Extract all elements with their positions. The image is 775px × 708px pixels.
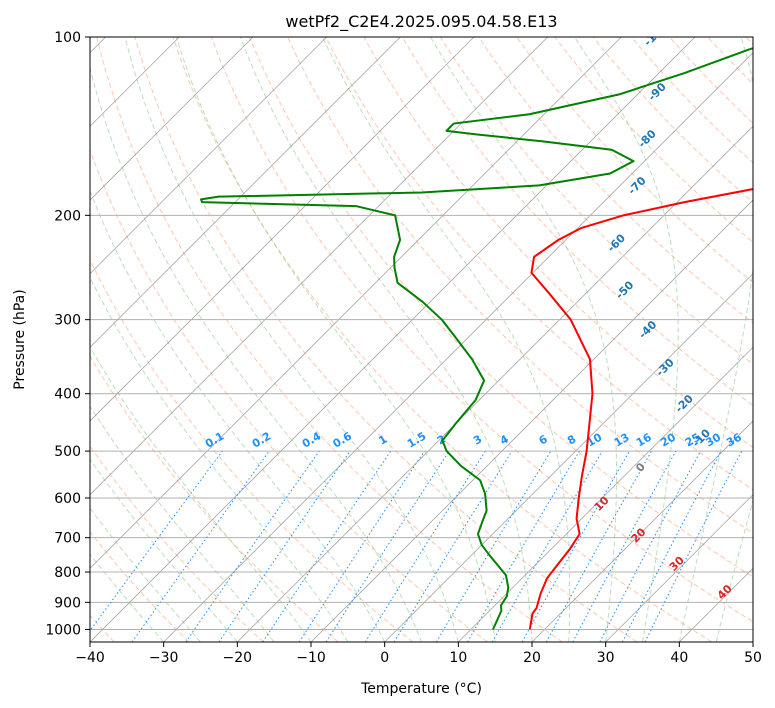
mixing-ratio-line bbox=[467, 450, 580, 642]
isotherm-line bbox=[531, 420, 753, 642]
dry-adiabat-line bbox=[96, 37, 563, 642]
y-tick-label: 100 bbox=[54, 30, 81, 46]
moist-adiabat-line bbox=[574, 37, 679, 642]
isotherm-line bbox=[163, 52, 753, 642]
isotherm-line bbox=[237, 125, 753, 642]
dry-adiabat-line bbox=[90, 530, 190, 642]
moist-adiabat-line bbox=[678, 37, 753, 642]
moist-adiabat-line bbox=[90, 276, 349, 642]
y-tick-label: 400 bbox=[54, 387, 81, 403]
mixing-ratio-line bbox=[393, 450, 513, 642]
dry-adiabat-line bbox=[325, 37, 753, 491]
chart-title: wetPf2_C2E4.2025.095.04.58.E13 bbox=[285, 12, 557, 32]
isotherm-line bbox=[458, 346, 753, 642]
isotherm-line bbox=[90, 37, 696, 642]
y-tick-label: 700 bbox=[54, 531, 81, 547]
isotherm-line bbox=[90, 37, 548, 496]
mixing-ratio-line bbox=[572, 450, 677, 642]
isotherm-line bbox=[90, 37, 327, 275]
temperature-profile-line bbox=[528, 188, 753, 630]
dry-adiabat-line bbox=[287, 37, 753, 534]
x-tick-label: 20 bbox=[523, 650, 541, 666]
dry-adiabat-line bbox=[90, 148, 488, 642]
isotherm-line bbox=[90, 37, 475, 422]
moist-adiabat-line bbox=[90, 405, 275, 642]
x-tick-label: 40 bbox=[670, 650, 688, 666]
mixing-ratio-line bbox=[131, 450, 270, 642]
dry-adiabat-line bbox=[401, 37, 753, 406]
x-tick-label: 30 bbox=[597, 650, 615, 666]
axis-ticks: −40 −30 −20 −10 0 10 20 30 40 50 100 200 300 400 500 60… bbox=[45, 30, 762, 666]
dry-adiabat-line bbox=[134, 37, 638, 642]
mixing-ratio-line bbox=[491, 450, 603, 642]
moist-adiabat-label: -100 bbox=[641, 20, 670, 49]
mixing-ratio-line bbox=[435, 450, 552, 642]
dry-adiabat-line bbox=[363, 37, 753, 448]
mixing-ratio-line bbox=[364, 450, 486, 642]
moist-adiabat-line bbox=[124, 37, 459, 642]
y-tick-label: 800 bbox=[54, 565, 81, 581]
isotherm-line bbox=[90, 37, 254, 201]
dry-adiabat-line bbox=[90, 258, 414, 642]
x-tick-label: −30 bbox=[149, 650, 179, 666]
dry-adiabat-line bbox=[172, 37, 712, 642]
moist-adiabat-line bbox=[430, 37, 618, 642]
dry-adiabat-line bbox=[210, 37, 753, 623]
x-tick-label: −10 bbox=[296, 650, 326, 666]
y-tick-label: 200 bbox=[54, 208, 81, 224]
moist-adiabat-line bbox=[715, 498, 753, 642]
mixing-ratio-line bbox=[325, 450, 450, 642]
moist-adiabat-line bbox=[90, 189, 386, 642]
x-tick-label: −40 bbox=[75, 650, 105, 666]
dry-adiabat-line bbox=[516, 37, 753, 284]
moist-adiabat-line bbox=[239, 37, 533, 642]
moist-adiabat-line bbox=[90, 66, 422, 642]
dewpoint-profile-line bbox=[200, 47, 753, 630]
isotherm-line bbox=[605, 494, 753, 642]
moist-adiabat-line bbox=[175, 37, 496, 642]
mixing-ratio-line bbox=[545, 450, 653, 642]
y-tick-label: 900 bbox=[54, 595, 81, 611]
moist-adiabat-line bbox=[90, 458, 238, 642]
mixing-ratio-line bbox=[218, 450, 351, 642]
isotherm-line bbox=[90, 37, 401, 348]
dry-adiabat-line bbox=[592, 37, 753, 203]
isotherm-line bbox=[90, 37, 622, 569]
plot-area: 0.10.20.40.611.52346810131620253036-100-… bbox=[90, 20, 753, 642]
y-axis-label: Pressure (hPa) bbox=[12, 289, 28, 389]
mixing-ratio-line bbox=[185, 450, 320, 642]
y-tick-label: 500 bbox=[54, 444, 81, 460]
moist-adiabat-line bbox=[322, 37, 571, 642]
mixing-ratio-line bbox=[90, 450, 223, 632]
isotherm-line bbox=[384, 273, 753, 642]
x-tick-label: 10 bbox=[449, 650, 467, 666]
x-tick-label: 0 bbox=[380, 650, 389, 666]
y-tick-label: 1000 bbox=[45, 622, 81, 638]
x-tick-label: 50 bbox=[744, 650, 762, 666]
dry-adiabat-line bbox=[478, 37, 753, 324]
x-tick-label: −20 bbox=[223, 650, 253, 666]
x-axis-label: Temperature (°C) bbox=[360, 681, 482, 697]
axes-frame bbox=[89, 36, 754, 643]
y-tick-label: 300 bbox=[54, 313, 81, 329]
isotherm-line bbox=[310, 199, 753, 642]
mixing-ratio-line bbox=[521, 450, 630, 642]
y-tick-label: 600 bbox=[54, 491, 81, 507]
